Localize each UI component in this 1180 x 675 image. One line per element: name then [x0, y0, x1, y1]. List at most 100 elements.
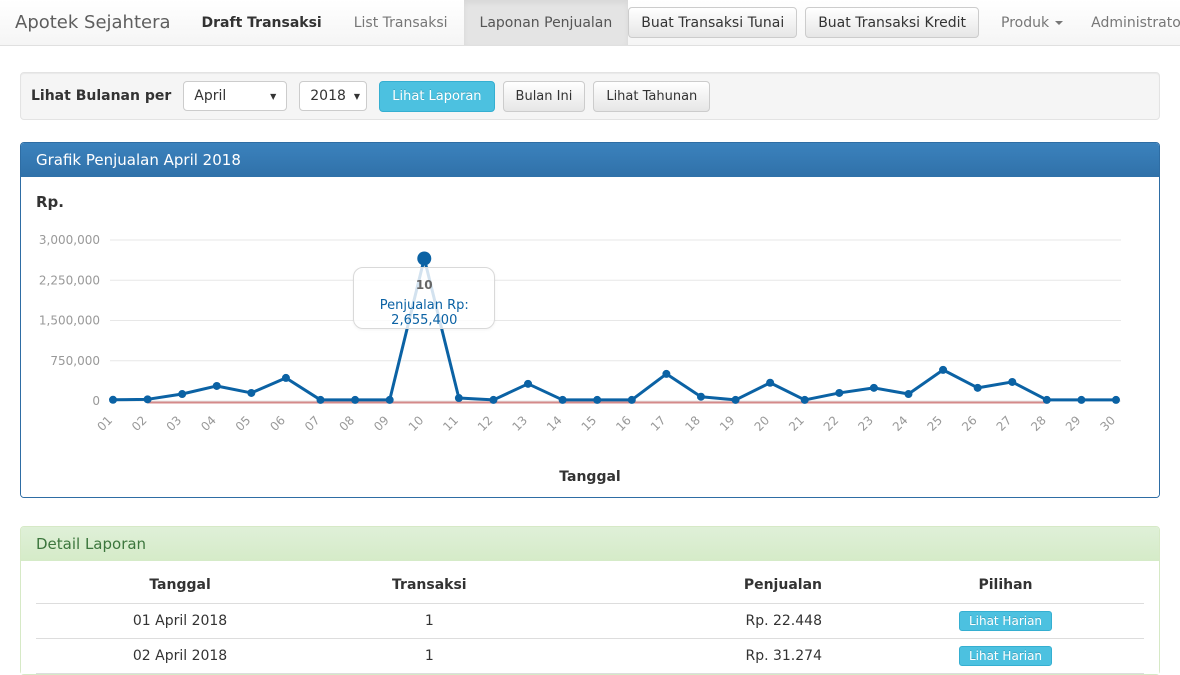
svg-text:11: 11 — [440, 413, 461, 434]
lihat-tahunan-button[interactable]: Lihat Tahunan — [593, 80, 711, 112]
header-tanggal: Tanggal — [36, 565, 325, 604]
chart-panel-title: Grafik Penjualan April 2018 — [21, 143, 1159, 177]
sales-chart-panel: Grafik Penjualan April 2018 Rp. 3,000,00… — [20, 142, 1160, 498]
select-arrow-icon: ▼ — [270, 91, 277, 101]
data-point — [869, 383, 878, 392]
svg-text:08: 08 — [337, 413, 358, 434]
svg-text:20: 20 — [752, 413, 773, 434]
year-select[interactable]: 2018 ▼ — [299, 81, 368, 111]
data-point — [385, 395, 394, 404]
svg-text:30: 30 — [1097, 413, 1118, 434]
svg-text:24: 24 — [890, 413, 911, 434]
header-pilihan: Pilihan — [866, 565, 1144, 604]
data-point — [316, 395, 325, 404]
cell-transaksi: 1 — [324, 638, 535, 674]
tooltip-day-label: 10 — [415, 278, 433, 293]
data-point — [766, 378, 775, 387]
svg-text:12: 12 — [475, 413, 496, 434]
data-point — [281, 373, 290, 382]
tooltip-value-text: Penjualan Rp: 2,655,400 — [379, 298, 469, 329]
svg-text:05: 05 — [233, 413, 254, 434]
produk-dropdown[interactable]: Produk — [987, 15, 1077, 31]
data-point — [835, 388, 844, 397]
cell-penjualan: Rp. 31.274 — [534, 638, 867, 674]
data-point — [351, 395, 360, 404]
svg-text:18: 18 — [682, 413, 703, 434]
data-point — [627, 395, 636, 404]
cell-tanggal: 02 April 2018 — [36, 638, 325, 674]
data-point — [143, 395, 152, 404]
administrator-dropdown-label: Administrator — [1091, 14, 1180, 31]
administrator-dropdown[interactable]: Administrator — [1077, 15, 1180, 31]
lihat-laporan-button[interactable]: Lihat Laporan — [379, 80, 495, 112]
svg-text:26: 26 — [959, 413, 980, 434]
svg-text:2,250,000: 2,250,000 — [39, 273, 100, 287]
data-point — [800, 395, 809, 404]
data-point — [524, 379, 533, 388]
buat-transaksi-kredit-button[interactable]: Buat Transaksi Kredit — [805, 7, 980, 38]
table-row: 01 April 2018 1 Rp. 22.448 Lihat Harian — [36, 603, 1144, 639]
app-brand[interactable]: Apotek Sejahtera — [15, 12, 171, 33]
navbar-right: Buat Transaksi Tunai Buat Transaksi Kred… — [628, 0, 1180, 45]
produk-dropdown-label: Produk — [1001, 14, 1050, 31]
chart-area: Rp. 3,000,000 2,250,000 1,500,000 750,000 0 0… — [21, 177, 1159, 497]
bulan-ini-button[interactable]: Bulan Ini — [502, 80, 586, 112]
buat-transaksi-tunai-button[interactable]: Buat Transaksi Tunai — [628, 7, 798, 38]
nav-item-laporan-penjualan[interactable]: Laponan Penjualan — [463, 0, 629, 45]
data-point — [1008, 377, 1017, 386]
top-navbar: Apotek Sejahtera Draft Transaksi List Tr… — [0, 0, 1180, 46]
cell-pilihan: Lihat Harian — [866, 603, 1144, 639]
nav-item-draft-transaksi[interactable]: Draft Transaksi — [201, 14, 322, 31]
data-point — [1077, 395, 1086, 404]
chart-tooltip: 10 Penjualan Rp: 2,655,400 — [353, 267, 496, 330]
data-point — [178, 390, 187, 399]
svg-text:22: 22 — [821, 413, 842, 434]
data-point — [212, 381, 221, 390]
svg-text:27: 27 — [994, 413, 1015, 434]
lihat-harian-button[interactable]: Lihat Harian — [958, 646, 1053, 666]
svg-text:16: 16 — [613, 413, 634, 434]
detail-panel-title: Detail Laporan — [21, 527, 1159, 561]
sales-line-chart[interactable]: 3,000,000 2,250,000 1,500,000 750,000 0 01 02 0… — [21, 177, 1159, 497]
svg-text:09: 09 — [371, 413, 392, 434]
filter-label: Lihat Bulanan per — [31, 88, 172, 104]
y-axis-unit-label: Rp. — [36, 193, 64, 211]
data-point — [904, 390, 913, 399]
svg-text:03: 03 — [164, 413, 185, 434]
cell-pilihan: Lihat Harian — [866, 638, 1144, 674]
svg-text:23: 23 — [855, 413, 876, 434]
data-point — [558, 395, 567, 404]
table-row: 02 April 2018 1 Rp. 31.274 Lihat Harian — [36, 638, 1144, 674]
header-penjualan: Penjualan — [534, 565, 867, 604]
data-point — [247, 388, 256, 397]
report-table: Tanggal Transaksi Penjualan Pilihan 01 A… — [36, 565, 1144, 674]
svg-text:01: 01 — [94, 413, 115, 434]
month-select[interactable]: April ▼ — [183, 81, 288, 111]
svg-text:02: 02 — [129, 413, 150, 434]
data-point — [696, 392, 705, 401]
data-point — [939, 365, 948, 374]
svg-text:750,000: 750,000 — [50, 354, 100, 368]
svg-text:1,500,000: 1,500,000 — [39, 314, 100, 328]
svg-text:3,000,000: 3,000,000 — [39, 233, 100, 247]
chevron-down-icon — [1055, 20, 1064, 25]
svg-text:21: 21 — [786, 413, 807, 434]
svg-text:06: 06 — [267, 413, 288, 434]
svg-text:07: 07 — [302, 413, 323, 434]
data-point — [489, 395, 498, 404]
data-point — [662, 369, 671, 378]
select-arrow-icon: ▼ — [353, 91, 361, 101]
svg-text:19: 19 — [717, 413, 738, 434]
lihat-harian-button[interactable]: Lihat Harian — [958, 611, 1053, 631]
detail-laporan-panel: Detail Laporan Tanggal Transaksi Penjual… — [20, 526, 1160, 675]
cell-tanggal: 01 April 2018 — [36, 603, 325, 639]
svg-text:13: 13 — [509, 413, 530, 434]
svg-text:25: 25 — [924, 413, 945, 434]
svg-text:10: 10 — [406, 413, 427, 434]
data-point — [593, 395, 602, 404]
svg-text:04: 04 — [198, 413, 219, 434]
month-select-value: April — [194, 88, 227, 104]
data-point — [109, 395, 117, 404]
nav-item-list-transaksi[interactable]: List Transaksi — [353, 14, 448, 31]
data-point — [1042, 395, 1051, 404]
